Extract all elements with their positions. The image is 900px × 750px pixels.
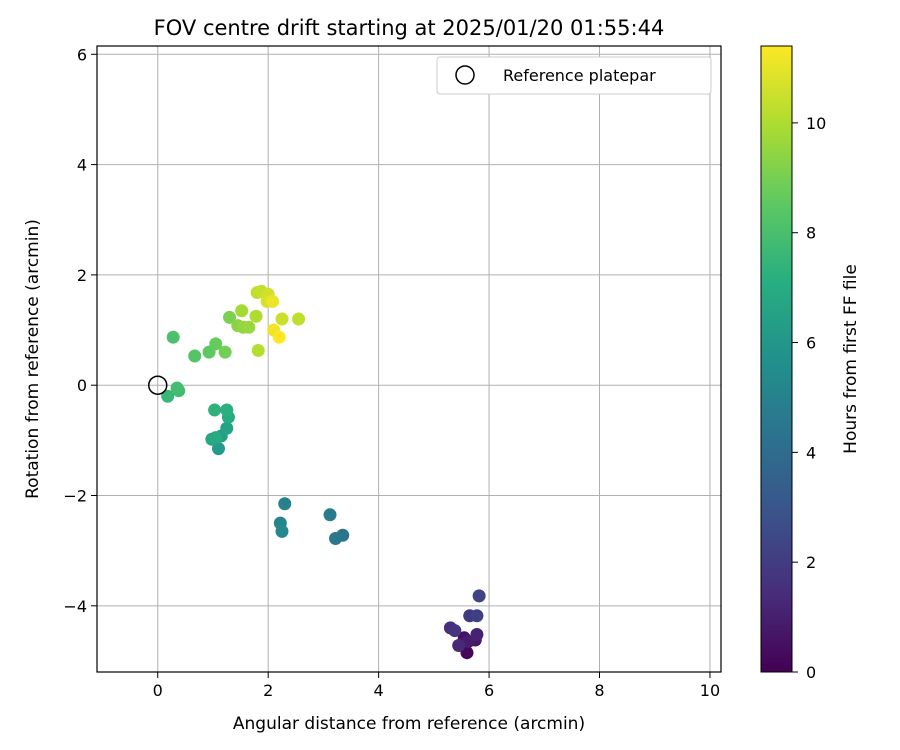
data-point [161, 389, 175, 403]
colorbar: 0 2 4 6 8 10 Hours from first FF file [760, 45, 861, 682]
data-point [272, 330, 286, 344]
legend-box [436, 56, 712, 95]
data-point [235, 304, 249, 318]
y-tick-label: −4 [63, 597, 87, 616]
colorbar-tick-label: 2 [806, 553, 816, 572]
data-point [275, 524, 289, 538]
y-tick-label: 4 [77, 156, 87, 175]
x-tick-label: 6 [484, 681, 494, 700]
x-tick-label: 10 [700, 681, 720, 700]
data-point [220, 403, 234, 417]
data-point [470, 609, 484, 623]
data-point [448, 624, 462, 638]
colorbar-tick-label: 0 [806, 663, 816, 682]
colorbar-tick-label: 6 [806, 334, 816, 353]
data-point [323, 508, 337, 522]
data-point [218, 345, 232, 359]
data-point [211, 442, 225, 456]
y-tick-label: 2 [77, 266, 87, 285]
x-tick-label: 0 [153, 681, 163, 700]
data-point [249, 309, 263, 323]
data-point [242, 320, 256, 334]
colorbar-ticks: 0 2 4 6 8 10 [792, 114, 826, 682]
data-point [452, 639, 466, 653]
data-point [266, 294, 280, 308]
y-tick-label: −2 [63, 487, 87, 506]
plot-frame [96, 45, 722, 673]
scatter-points [161, 284, 486, 660]
grid-lines [97, 46, 721, 672]
data-point [220, 421, 234, 435]
colorbar-tick-label: 8 [806, 224, 816, 243]
colorbar-tick-label: 10 [806, 114, 826, 133]
legend-label: Reference platepar [503, 66, 656, 85]
data-point [472, 589, 486, 603]
data-point [329, 532, 343, 546]
colorbar-tick-label: 4 [806, 443, 816, 462]
y-tick-label: 6 [77, 45, 87, 64]
x-tick-label: 4 [374, 681, 384, 700]
y-axis-ticks: −4 −2 0 2 4 6 [63, 45, 97, 616]
data-point [251, 343, 265, 357]
legend: Reference platepar [436, 56, 712, 95]
chart-title: FOV centre drift starting at 2025/01/20 … [154, 16, 665, 40]
data-point [209, 431, 223, 445]
y-axis-label: Rotation from reference (arcmin) [23, 219, 43, 499]
data-point [223, 310, 237, 324]
data-point [188, 349, 202, 363]
x-tick-label: 2 [263, 681, 273, 700]
colorbar-gradient [760, 45, 793, 673]
data-point [278, 497, 292, 511]
data-point [209, 337, 223, 351]
data-point [292, 312, 306, 326]
legend-marker [455, 65, 475, 85]
y-tick-label: 0 [77, 376, 87, 395]
data-point [170, 381, 184, 395]
reference-point-marker [147, 375, 168, 395]
data-point [208, 403, 222, 417]
x-tick-label: 8 [594, 681, 604, 700]
data-point [166, 330, 180, 344]
data-point [470, 627, 484, 641]
colorbar-label: Hours from first FF file [841, 264, 861, 454]
x-axis-ticks: 0 2 4 6 8 10 [153, 672, 720, 700]
data-point [275, 312, 289, 326]
x-axis-label: Angular distance from reference (arcmin) [233, 714, 585, 734]
